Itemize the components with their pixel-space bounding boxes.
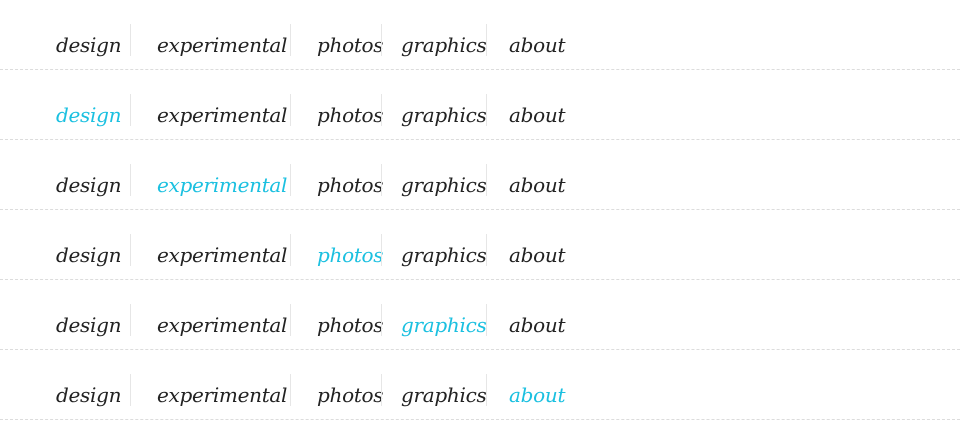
nav-separator bbox=[130, 24, 131, 56]
nav-item-design[interactable]: design bbox=[56, 313, 122, 337]
nav-item-experimental[interactable]: experimental bbox=[157, 383, 288, 407]
nav-bar-row: design experimental photos graphics about bbox=[0, 70, 960, 140]
nav-bar-row: design experimental photos graphics about bbox=[0, 140, 960, 210]
nav-separator bbox=[290, 304, 291, 336]
nav-separator bbox=[486, 164, 487, 196]
nav-item-photos[interactable]: photos bbox=[317, 243, 384, 267]
nav-bar-row: design experimental photos graphics about bbox=[0, 350, 960, 420]
nav-item-about[interactable]: about bbox=[509, 173, 566, 197]
nav-item-graphics[interactable]: graphics bbox=[401, 383, 487, 407]
nav-item-experimental[interactable]: experimental bbox=[157, 243, 288, 267]
nav-separator bbox=[381, 304, 382, 336]
nav-item-graphics[interactable]: graphics bbox=[401, 313, 487, 337]
nav-item-about[interactable]: about bbox=[509, 383, 566, 407]
nav-separator bbox=[290, 374, 291, 406]
nav-item-experimental[interactable]: experimental bbox=[157, 313, 288, 337]
nav-item-about[interactable]: about bbox=[509, 33, 566, 57]
nav-bar-row: design experimental photos graphics about bbox=[0, 280, 960, 350]
nav-separator bbox=[290, 234, 291, 266]
nav-item-experimental[interactable]: experimental bbox=[157, 103, 288, 127]
nav-separator bbox=[486, 24, 487, 56]
nav-item-photos[interactable]: photos bbox=[317, 103, 384, 127]
nav-item-photos[interactable]: photos bbox=[317, 383, 384, 407]
nav-item-graphics[interactable]: graphics bbox=[401, 103, 487, 127]
nav-item-design[interactable]: design bbox=[56, 33, 122, 57]
nav-separator bbox=[130, 94, 131, 126]
nav-separator bbox=[130, 234, 131, 266]
nav-item-design[interactable]: design bbox=[56, 243, 122, 267]
nav-separator bbox=[381, 164, 382, 196]
nav-separator bbox=[381, 24, 382, 56]
nav-item-design[interactable]: design bbox=[56, 383, 122, 407]
nav-separator bbox=[381, 94, 382, 126]
nav-item-about[interactable]: about bbox=[509, 243, 566, 267]
nav-item-experimental[interactable]: experimental bbox=[157, 33, 288, 57]
nav-separator bbox=[130, 304, 131, 336]
nav-bar-row: design experimental photos graphics about bbox=[0, 0, 960, 70]
nav-item-graphics[interactable]: graphics bbox=[401, 33, 487, 57]
nav-item-photos[interactable]: photos bbox=[317, 313, 384, 337]
nav-separator bbox=[130, 164, 131, 196]
nav-separator bbox=[130, 374, 131, 406]
nav-separator bbox=[486, 304, 487, 336]
nav-item-experimental[interactable]: experimental bbox=[157, 173, 288, 197]
nav-item-design[interactable]: design bbox=[56, 173, 122, 197]
nav-item-about[interactable]: about bbox=[509, 103, 566, 127]
nav-separator bbox=[290, 164, 291, 196]
nav-separator bbox=[381, 374, 382, 406]
nav-item-graphics[interactable]: graphics bbox=[401, 173, 487, 197]
nav-separator bbox=[290, 94, 291, 126]
nav-separator bbox=[381, 234, 382, 266]
nav-item-graphics[interactable]: graphics bbox=[401, 243, 487, 267]
nav-separator bbox=[486, 94, 487, 126]
nav-separator bbox=[290, 24, 291, 56]
nav-separator bbox=[486, 374, 487, 406]
nav-separator bbox=[486, 234, 487, 266]
nav-item-photos[interactable]: photos bbox=[317, 33, 384, 57]
nav-bar-row: design experimental photos graphics about bbox=[0, 210, 960, 280]
nav-item-photos[interactable]: photos bbox=[317, 173, 384, 197]
nav-item-design[interactable]: design bbox=[56, 103, 122, 127]
nav-item-about[interactable]: about bbox=[509, 313, 566, 337]
